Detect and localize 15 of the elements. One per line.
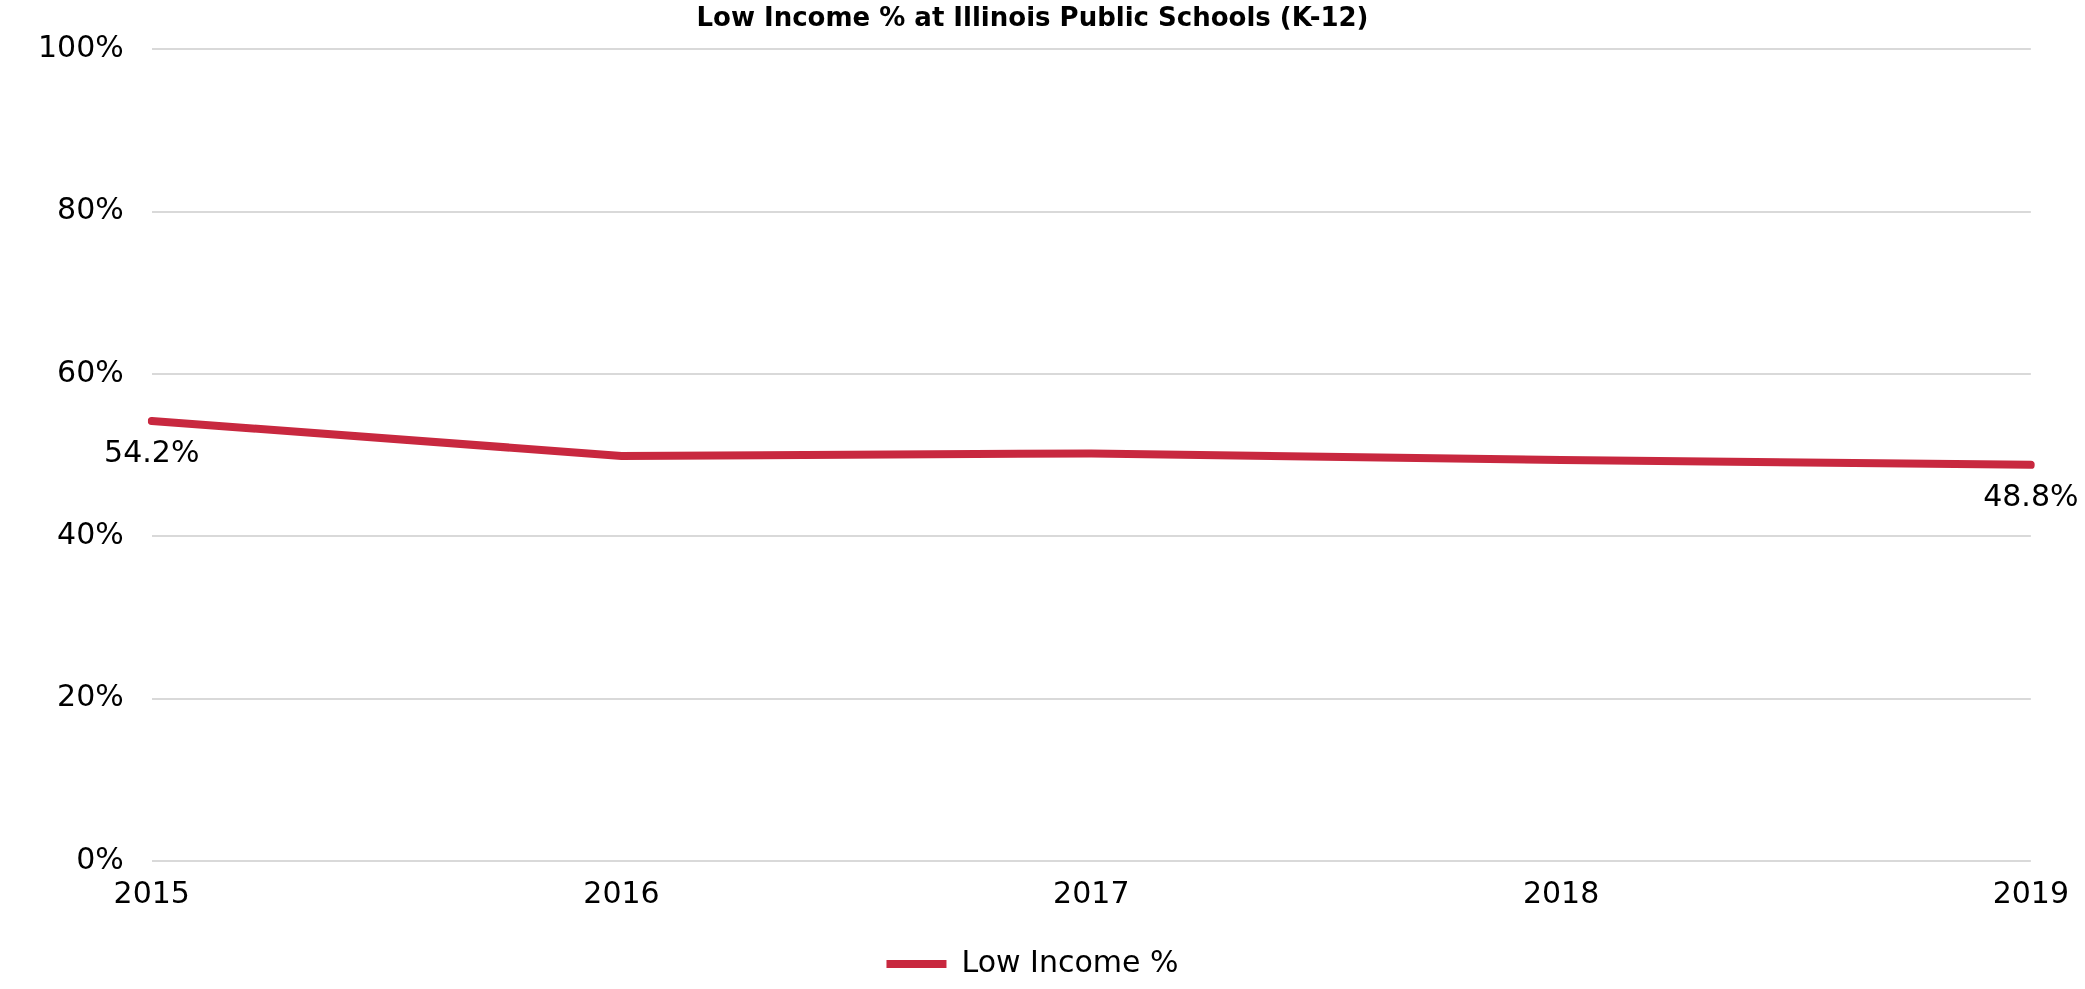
x-tick-label: 2015	[113, 874, 190, 910]
y-tick-label: 20%	[57, 678, 124, 714]
x-tick-label: 2017	[1053, 874, 1130, 910]
y-tick-label: 80%	[57, 191, 124, 227]
x-tick-label: 2019	[1992, 874, 2070, 910]
y-tick-label: 0%	[76, 840, 124, 876]
y-tick-label: 100%	[37, 29, 124, 64]
x-tick-label: 2016	[583, 874, 660, 910]
chart-title: Low Income % at Illinois Public Schools (K-12)	[696, 2, 1369, 33]
x-tick-label: 2018	[1522, 874, 1600, 910]
y-tick-label: 60%	[57, 353, 124, 389]
data-label: 48.8%	[1983, 477, 2079, 513]
data-label: 54.2%	[104, 433, 200, 469]
legend-label: Low Income %	[961, 943, 1179, 979]
y-tick-label: 40%	[57, 516, 124, 552]
